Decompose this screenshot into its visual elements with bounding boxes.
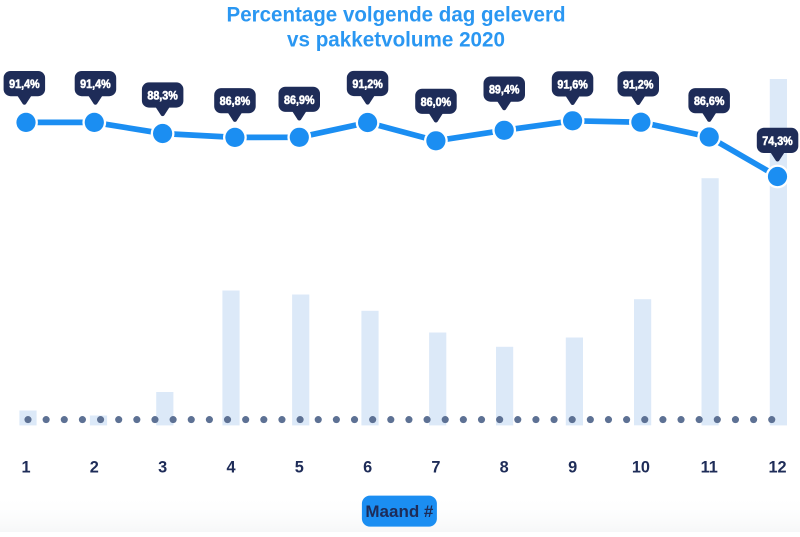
svg-text:8: 8	[500, 459, 509, 477]
svg-text:5: 5	[295, 459, 304, 477]
svg-text:86,8%: 86,8%	[220, 94, 251, 108]
svg-text:89,4%: 89,4%	[489, 83, 520, 97]
svg-text:86,6%: 86,6%	[694, 94, 725, 108]
svg-text:3: 3	[158, 459, 167, 477]
svg-text:88,3%: 88,3%	[147, 89, 178, 103]
svg-text:10: 10	[632, 459, 650, 477]
svg-text:9: 9	[568, 459, 577, 477]
svg-text:12: 12	[768, 459, 786, 477]
svg-text:91,2%: 91,2%	[352, 77, 383, 91]
svg-text:11: 11	[701, 459, 718, 477]
svg-text:vs pakketvolume 2020: vs pakketvolume 2020	[287, 29, 505, 52]
svg-text:7: 7	[431, 459, 440, 477]
svg-text:6: 6	[363, 459, 372, 477]
svg-text:91,6%: 91,6%	[557, 77, 588, 91]
svg-text:86,9%: 86,9%	[284, 93, 315, 107]
svg-text:1: 1	[21, 459, 30, 477]
svg-text:2: 2	[90, 459, 99, 477]
svg-text:Percentage volgende dag geleve: Percentage volgende dag geleverd	[227, 4, 566, 27]
svg-text:4: 4	[226, 459, 235, 477]
svg-text:74,3%: 74,3%	[762, 134, 793, 148]
svg-text:86,0%: 86,0%	[421, 95, 452, 109]
svg-text:91,4%: 91,4%	[9, 77, 40, 91]
svg-text:91,2%: 91,2%	[623, 77, 654, 91]
svg-text:91,4%: 91,4%	[80, 77, 111, 91]
svg-text:Maand #: Maand #	[365, 502, 434, 521]
